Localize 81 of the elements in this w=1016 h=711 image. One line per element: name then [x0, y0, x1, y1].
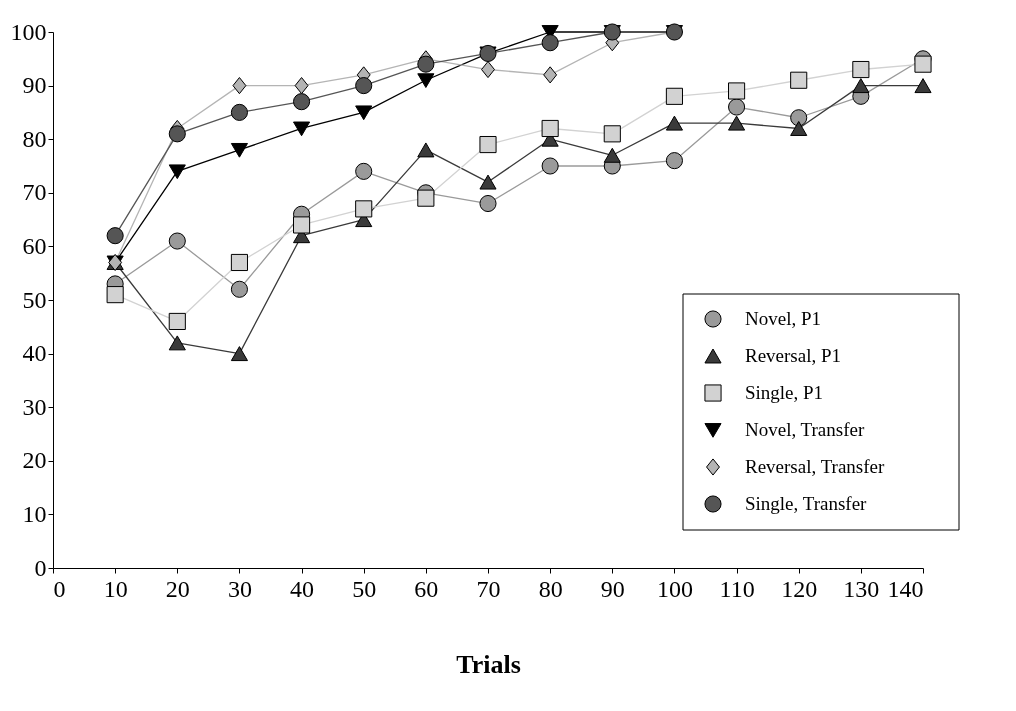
point — [790, 121, 808, 136]
point — [541, 157, 559, 175]
point — [665, 87, 683, 105]
point — [230, 280, 248, 298]
y-tick-label: 10 — [22, 500, 47, 527]
x-tick-label: 120 — [781, 575, 818, 602]
x-tick-label: 140 — [887, 575, 924, 602]
point — [293, 216, 311, 234]
x-tick-label: 90 — [600, 575, 625, 602]
point — [481, 60, 495, 79]
point — [106, 227, 124, 245]
point — [543, 66, 558, 84]
y-tick-label: 60 — [22, 232, 47, 259]
point — [479, 136, 497, 154]
point — [603, 147, 621, 163]
x-tick-label: 110 — [719, 575, 755, 602]
x-tick-label: 30 — [227, 575, 252, 602]
point — [417, 189, 435, 207]
point — [293, 93, 311, 111]
x-axis-title: Trials — [456, 649, 521, 679]
x-tick-label: 0 — [53, 575, 66, 602]
y-tick-label: 80 — [22, 125, 47, 152]
point — [230, 103, 248, 121]
point — [417, 55, 435, 73]
point — [355, 105, 373, 121]
point — [355, 200, 373, 218]
y-tick-label: 100 — [10, 18, 47, 45]
point — [230, 142, 248, 158]
point — [168, 312, 186, 330]
x-tick-label: 50 — [352, 575, 377, 602]
legend-label: Novel, Transfer — [745, 419, 865, 440]
point — [728, 98, 746, 116]
point — [665, 115, 683, 131]
point — [168, 232, 186, 250]
x-tick-label: 100 — [656, 575, 693, 602]
point — [479, 174, 497, 190]
point — [355, 77, 373, 95]
y-tick-label: 20 — [22, 447, 47, 474]
point — [294, 77, 309, 95]
point — [417, 142, 435, 158]
point — [914, 78, 932, 94]
point — [914, 55, 932, 73]
x-tick-label: 60 — [414, 575, 439, 602]
point — [168, 335, 186, 351]
x-tick-label: 70 — [476, 575, 501, 602]
legend-label: Reversal, Transfer — [745, 456, 885, 477]
x-tick-label: 80 — [538, 575, 563, 602]
point — [790, 109, 808, 127]
legend-label: Reversal, P1 — [745, 345, 842, 366]
point — [293, 121, 311, 137]
point — [541, 119, 559, 138]
point — [852, 78, 870, 94]
point — [728, 115, 746, 131]
point — [417, 73, 435, 88]
point — [230, 253, 248, 272]
point — [852, 60, 870, 79]
x-tick-label: 130 — [843, 575, 880, 602]
legend-label: Single, P1 — [745, 382, 824, 403]
point — [355, 162, 373, 180]
y-tick-label: 50 — [22, 286, 47, 313]
x-tick-label: 20 — [165, 575, 190, 602]
point — [232, 77, 247, 95]
point — [479, 194, 497, 213]
point — [168, 164, 186, 180]
legend-label: Single, Transfer — [745, 493, 868, 514]
point — [728, 82, 746, 100]
y-tick-label: 0 — [34, 554, 47, 581]
point — [665, 152, 683, 170]
point — [541, 34, 559, 52]
y-tick-label: 30 — [22, 393, 47, 420]
x-tick-label: 40 — [290, 575, 315, 602]
point — [230, 346, 248, 362]
point — [106, 286, 124, 304]
legend-label: Novel, P1 — [745, 308, 821, 329]
point — [603, 125, 621, 143]
point — [168, 125, 186, 143]
y-tick-label: 90 — [22, 72, 47, 99]
y-tick-label: 70 — [22, 179, 47, 206]
x-tick-label: 10 — [103, 575, 128, 602]
y-tick-label: 40 — [22, 340, 47, 367]
point — [790, 71, 808, 89]
